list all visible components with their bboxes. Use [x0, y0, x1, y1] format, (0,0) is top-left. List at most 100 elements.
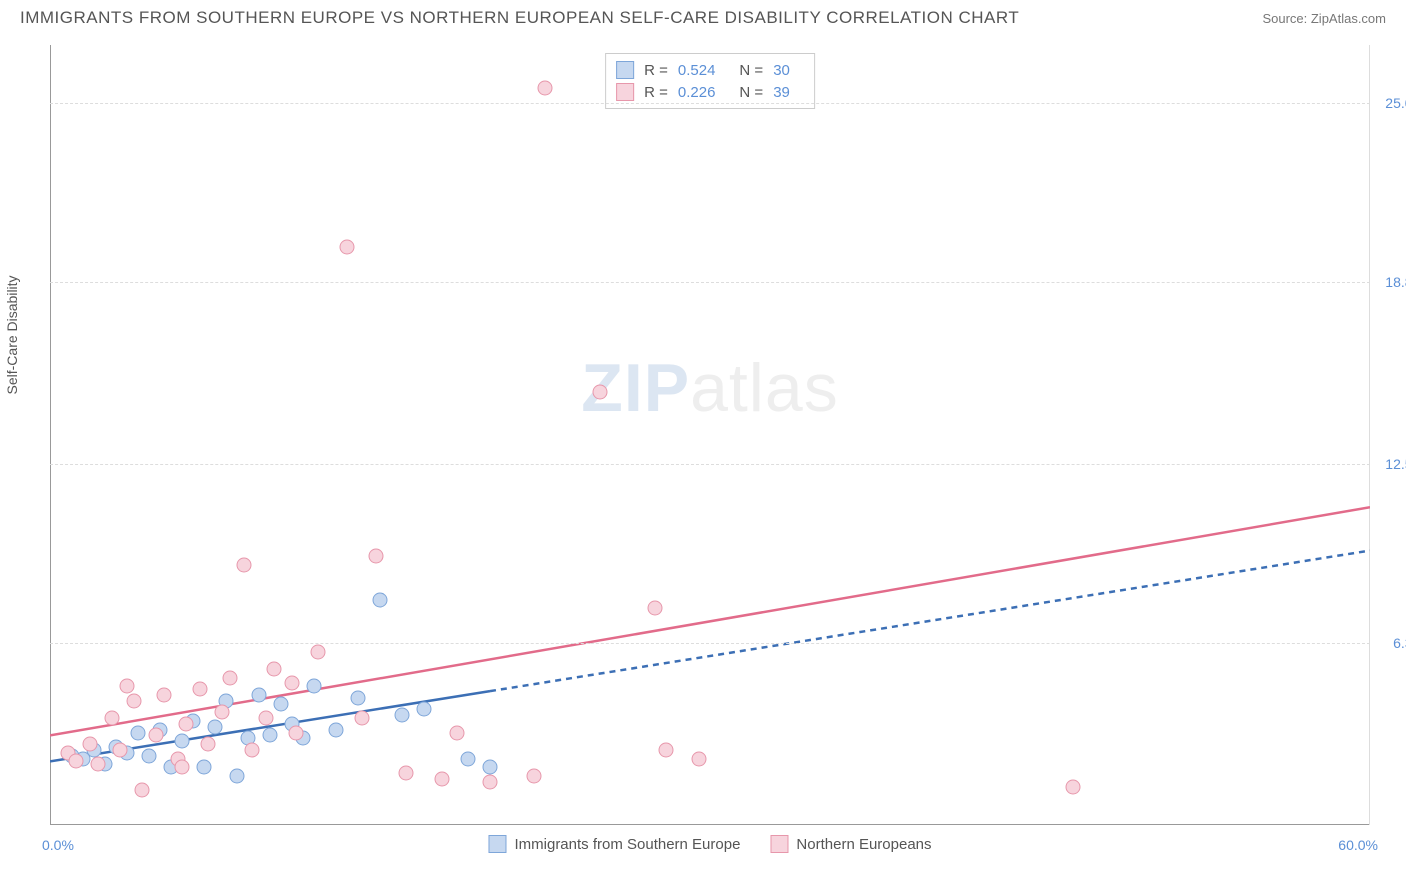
correlation-legend-row: R = 0.524 N = 30 — [616, 59, 804, 81]
scatter-point — [135, 783, 150, 798]
scatter-point — [201, 737, 216, 752]
legend-swatch — [616, 61, 634, 79]
scatter-point — [417, 702, 432, 717]
x-axis-line — [50, 824, 1370, 825]
gridline — [50, 643, 1370, 644]
chart-header: IMMIGRANTS FROM SOUTHERN EUROPE VS NORTH… — [0, 0, 1406, 32]
scatter-point — [355, 711, 370, 726]
scatter-point — [131, 725, 146, 740]
scatter-point — [450, 725, 465, 740]
scatter-point — [527, 768, 542, 783]
y-tick-label: 18.8% — [1385, 274, 1406, 290]
scatter-point — [223, 670, 238, 685]
scatter-point — [648, 601, 663, 616]
scatter-point — [267, 662, 282, 677]
scatter-point — [692, 751, 707, 766]
scatter-point — [461, 751, 476, 766]
trend-line-dashed — [490, 551, 1370, 692]
scatter-point — [368, 549, 383, 564]
y-tick-label: 12.5% — [1385, 456, 1406, 472]
source-label: Source: — [1262, 11, 1310, 26]
scatter-point — [157, 688, 172, 703]
scatter-point — [214, 705, 229, 720]
scatter-point — [192, 682, 207, 697]
scatter-point — [373, 592, 388, 607]
scatter-point — [252, 688, 267, 703]
r-value: 0.524 — [678, 62, 716, 79]
series-legend-label: Immigrants from Southern Europe — [514, 836, 740, 853]
series-legend: Immigrants from Southern Europe Northern … — [488, 835, 931, 853]
scatter-point — [179, 716, 194, 731]
scatter-point — [142, 748, 157, 763]
series-legend-item: Northern Europeans — [770, 835, 931, 853]
scatter-point — [175, 734, 190, 749]
scatter-point — [69, 754, 84, 769]
series-legend-item: Immigrants from Southern Europe — [488, 835, 740, 853]
n-value: 39 — [773, 84, 790, 101]
scatter-point — [285, 676, 300, 691]
scatter-point — [91, 757, 106, 772]
scatter-point — [258, 711, 273, 726]
scatter-point — [434, 771, 449, 786]
scatter-point — [263, 728, 278, 743]
scatter-point — [593, 384, 608, 399]
chart-source: Source: ZipAtlas.com — [1262, 11, 1386, 26]
legend-swatch — [616, 83, 634, 101]
source-value: ZipAtlas.com — [1311, 11, 1386, 26]
scatter-point — [126, 693, 141, 708]
trend-line — [50, 507, 1370, 735]
scatter-point — [659, 742, 674, 757]
gridline — [50, 282, 1370, 283]
y-tick-label: 25.0% — [1385, 95, 1406, 111]
scatter-point — [483, 774, 498, 789]
scatter-point — [197, 760, 212, 775]
y-tick-label: 6.3% — [1393, 635, 1406, 651]
watermark: ZIPatlas — [581, 349, 838, 427]
scatter-point — [538, 81, 553, 96]
legend-swatch — [770, 835, 788, 853]
x-tick-max: 60.0% — [1338, 837, 1378, 853]
scatter-point — [245, 742, 260, 757]
scatter-point — [1066, 780, 1081, 795]
scatter-point — [208, 719, 223, 734]
gridline — [50, 103, 1370, 104]
scatter-point — [483, 760, 498, 775]
correlation-legend: R = 0.524 N = 30 R = 0.226 N = 39 — [605, 53, 815, 109]
r-label: R = — [644, 62, 668, 79]
scatter-point — [274, 696, 289, 711]
scatter-point — [395, 708, 410, 723]
scatter-point — [82, 737, 97, 752]
watermark-atlas: atlas — [690, 350, 839, 426]
scatter-point — [113, 742, 128, 757]
scatter-point — [148, 728, 163, 743]
y-axis-label: Self-Care Disability — [4, 275, 20, 394]
n-value: 30 — [773, 62, 790, 79]
scatter-point — [307, 679, 322, 694]
scatter-point — [289, 725, 304, 740]
scatter-point — [236, 558, 251, 573]
x-tick-min: 0.0% — [42, 837, 74, 853]
trend-lines-layer — [50, 45, 1370, 825]
legend-swatch — [488, 835, 506, 853]
r-label: R = — [644, 84, 668, 101]
gridline — [50, 464, 1370, 465]
scatter-point — [104, 711, 119, 726]
n-label: N = — [739, 62, 763, 79]
scatter-point — [399, 766, 414, 781]
series-legend-label: Northern Europeans — [796, 836, 931, 853]
right-border-line — [1369, 45, 1370, 825]
scatter-point — [175, 760, 190, 775]
chart-title: IMMIGRANTS FROM SOUTHERN EUROPE VS NORTH… — [20, 8, 1019, 28]
r-value: 0.226 — [678, 84, 716, 101]
correlation-legend-row: R = 0.226 N = 39 — [616, 81, 804, 103]
scatter-point — [329, 722, 344, 737]
scatter-point — [230, 768, 245, 783]
plot-surface: ZIPatlas R =0.524N =30R =0.226N =39 0.0%… — [50, 45, 1370, 825]
y-axis-line — [50, 45, 51, 825]
scatter-point — [120, 679, 135, 694]
scatter-point — [311, 644, 326, 659]
scatter-point — [351, 690, 366, 705]
scatter-point — [340, 240, 355, 255]
chart-plot-area: ZIPatlas R =0.524N =30R =0.226N =39 0.0%… — [50, 45, 1370, 825]
n-label: N = — [739, 84, 763, 101]
